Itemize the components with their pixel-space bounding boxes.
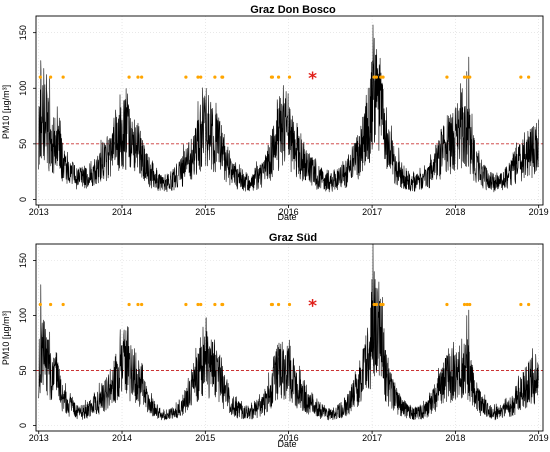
episode-point xyxy=(374,75,379,79)
plot-frame xyxy=(35,243,544,432)
y-tick-label: 150 xyxy=(18,253,28,268)
x-tick-label: 2014 xyxy=(112,433,132,443)
x-tick-label: 2017 xyxy=(362,207,382,217)
episode-point xyxy=(270,75,274,79)
y-tick-label: 150 xyxy=(18,25,28,40)
episode-point xyxy=(379,75,383,79)
episode-point xyxy=(61,302,65,307)
y-tick-label: 0 xyxy=(18,197,28,202)
panel-title: Graz Süd xyxy=(269,232,317,244)
x-tick-label: 2013 xyxy=(29,433,49,443)
episode-point xyxy=(374,302,379,307)
x-tick-label: 2019 xyxy=(529,207,549,217)
x-axis-label: Date xyxy=(277,439,296,449)
event-marker-asterisk: * xyxy=(308,297,317,317)
episode-point xyxy=(38,75,42,79)
y-tick-label: 100 xyxy=(18,308,28,323)
episode-point xyxy=(61,75,65,79)
episode-point xyxy=(221,302,225,307)
episode-point xyxy=(276,75,281,79)
episode-point xyxy=(140,302,144,307)
plot-frame xyxy=(35,15,544,206)
episode-point xyxy=(445,75,449,79)
episode-point xyxy=(379,302,383,307)
episode-point xyxy=(140,75,144,79)
episode-point xyxy=(287,302,292,307)
episode-point xyxy=(468,302,472,307)
episode-point xyxy=(276,302,281,307)
episode-point xyxy=(38,302,42,307)
panel-graz-don-bosco: Graz Don Bosco Date PM10 [µg/m³] * 0 50 100… xyxy=(1,4,549,222)
episode-point xyxy=(136,75,140,79)
episode-point xyxy=(465,302,469,307)
episode-point xyxy=(462,75,467,79)
episode-point xyxy=(49,302,53,307)
pm10-series-line xyxy=(38,243,539,421)
episode-point xyxy=(372,75,376,79)
y-tick-label: 100 xyxy=(18,81,28,96)
episode-point xyxy=(199,302,203,307)
episode-point xyxy=(381,75,385,79)
episode-point xyxy=(527,75,531,79)
y-axis-label: PM10 [µg/m³] xyxy=(1,311,11,365)
episode-point xyxy=(445,302,449,307)
episode-point xyxy=(196,75,200,79)
y-tick-label: 50 xyxy=(18,365,28,375)
x-tick-label: 2019 xyxy=(529,433,549,443)
x-axis-label: Date xyxy=(277,212,296,222)
pm10-series-line xyxy=(38,24,539,193)
y-tick-label: 50 xyxy=(18,139,28,149)
panel-title: Graz Don Bosco xyxy=(250,4,336,16)
episode-point xyxy=(465,75,469,79)
episode-point xyxy=(184,302,188,307)
x-tick-label: 2016 xyxy=(279,433,299,443)
episode-point xyxy=(221,75,225,79)
episode-point xyxy=(127,75,131,79)
x-tick-label: 2017 xyxy=(362,433,382,443)
x-tick-label: 2013 xyxy=(29,207,49,217)
episode-point xyxy=(184,75,188,79)
episode-point xyxy=(127,302,131,307)
episode-point xyxy=(468,75,472,79)
episode-point xyxy=(519,302,523,307)
episode-point xyxy=(381,302,385,307)
event-marker-asterisk: * xyxy=(308,69,317,89)
x-tick-label: 2016 xyxy=(279,207,299,217)
episode-point xyxy=(462,302,467,307)
episode-point xyxy=(199,75,203,79)
x-tick-label: 2018 xyxy=(445,207,465,217)
episode-point xyxy=(136,302,140,307)
y-tick-label: 0 xyxy=(18,423,28,428)
episode-point xyxy=(527,302,531,307)
episode-point xyxy=(270,302,274,307)
episode-point xyxy=(196,302,200,307)
episode-point xyxy=(49,75,53,79)
y-axis-label: PM10 [µg/m³] xyxy=(1,85,11,139)
x-tick-label: 2014 xyxy=(112,207,132,217)
x-tick-label: 2018 xyxy=(445,433,465,443)
x-tick-label: 2015 xyxy=(195,207,215,217)
episode-point xyxy=(519,75,523,79)
x-tick-label: 2015 xyxy=(195,433,215,443)
episode-point xyxy=(213,75,217,79)
episode-point xyxy=(287,75,292,79)
panel-graz-sud: Graz Süd Date PM10 [µg/m³] * 0 50 100 150 201… xyxy=(1,232,549,449)
episode-point xyxy=(213,302,217,307)
episode-point xyxy=(372,302,376,307)
